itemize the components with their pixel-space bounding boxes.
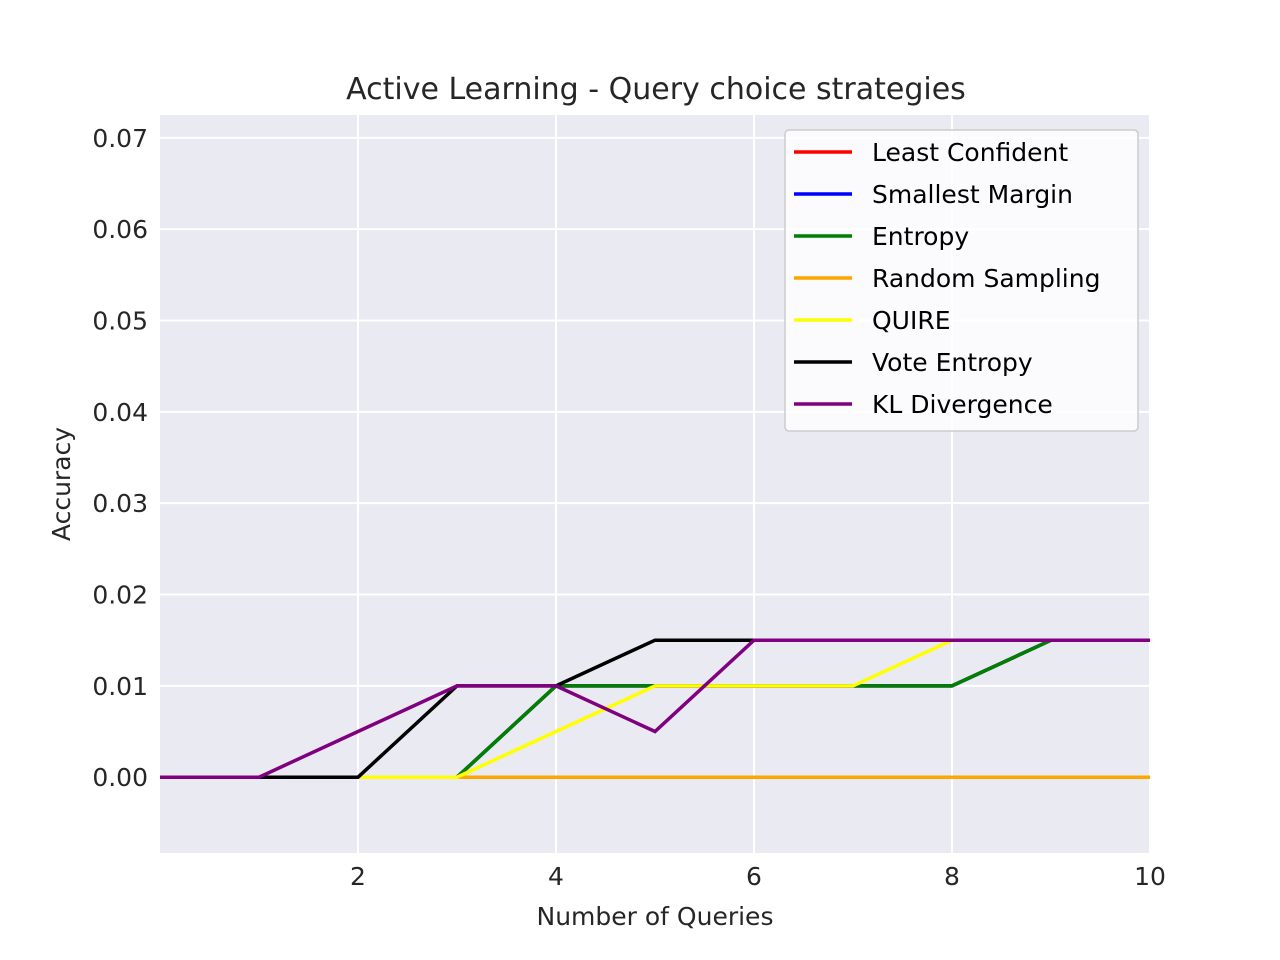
legend-label-smallest-margin: Smallest Margin [872, 180, 1073, 209]
legend-label-least-confident: Least Confident [872, 138, 1068, 167]
chart-title: Active Learning - Query choice strategie… [346, 72, 966, 107]
y-tick-label: 0.00 [92, 763, 148, 792]
series-lines [160, 638, 1150, 779]
x-tick-label: 8 [944, 862, 960, 891]
x-tick-label: 2 [350, 862, 366, 891]
x-tick-labels: 2 4 6 8 10 [350, 862, 1166, 891]
y-tick-label: 0.07 [92, 124, 148, 153]
x-tick-label: 4 [548, 862, 564, 891]
legend-label-vote-entropy: Vote Entropy [872, 348, 1033, 377]
x-tick-label: 10 [1134, 862, 1166, 891]
y-axis-label: Accuracy [47, 427, 76, 541]
x-axis-label: Number of Queries [537, 902, 774, 931]
legend: Least Confident Smallest Margin Entropy Ran… [784, 129, 1139, 432]
legend-label-quire: QUIRE [872, 306, 951, 335]
y-tick-label: 0.03 [92, 489, 148, 518]
x-tick-label: 6 [746, 862, 762, 891]
y-tick-label: 0.06 [92, 215, 148, 244]
legend-label-entropy: Entropy [872, 222, 969, 251]
y-tick-label: 0.04 [92, 398, 148, 427]
y-tick-label: 0.01 [92, 672, 148, 701]
y-tick-labels: 0.00 0.01 0.02 0.03 0.04 0.05 0.06 0.07 [92, 124, 148, 792]
series-line-kl-divergence [160, 638, 1150, 779]
legend-box [784, 129, 1139, 432]
y-tick-label: 0.02 [92, 581, 148, 610]
legend-label-kl-divergence: KL Divergence [872, 390, 1053, 419]
legend-label-random-sampling: Random Sampling [872, 264, 1100, 293]
y-tick-label: 0.05 [92, 307, 148, 336]
